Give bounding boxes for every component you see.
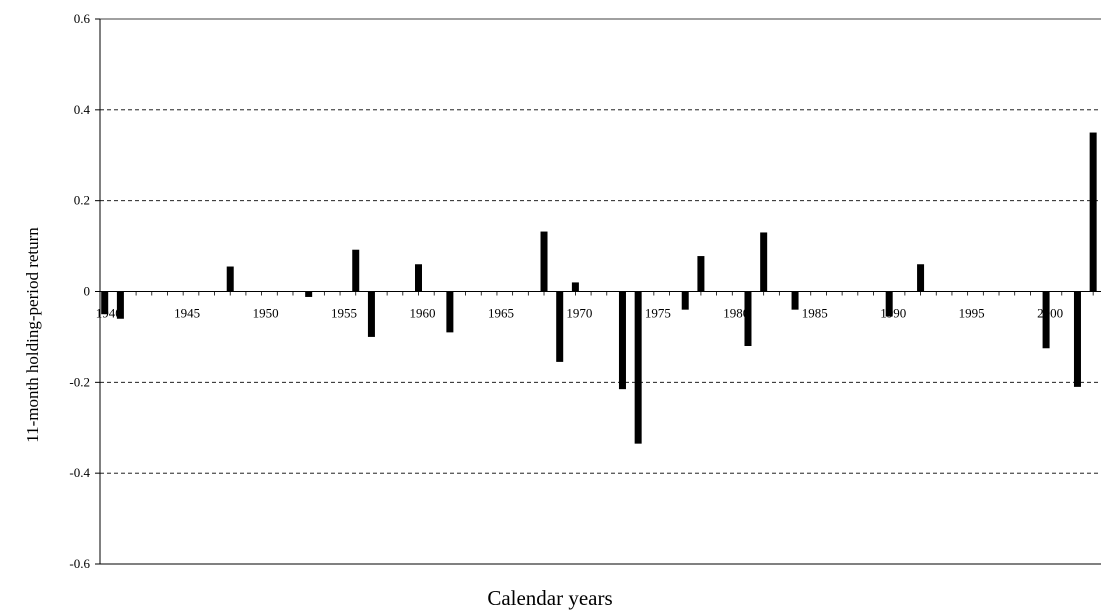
bar <box>885 291 893 317</box>
x-tick-label: 1985 <box>802 306 828 321</box>
x-tick-label: 1945 <box>174 306 200 321</box>
bar <box>1089 132 1097 292</box>
y-tick-label: 0 <box>84 284 91 299</box>
x-tick-label: 1980 <box>723 306 749 321</box>
bar <box>116 291 124 319</box>
bar <box>367 291 375 337</box>
bar <box>634 291 642 444</box>
x-tick-label: 1970 <box>566 306 592 321</box>
x-axis-title: Calendar years <box>487 586 612 610</box>
y-axis-title: 11-month holding-period return <box>23 227 42 443</box>
bar <box>744 291 752 346</box>
bar <box>791 291 799 310</box>
y-tick-label: -0.6 <box>69 556 90 571</box>
bar <box>917 264 925 292</box>
bar <box>571 282 579 292</box>
x-tick-label: 1950 <box>253 306 279 321</box>
bar <box>618 291 626 390</box>
y-tick-label: -0.4 <box>69 465 90 480</box>
bar <box>556 291 564 362</box>
x-tick-label: 1940 <box>96 306 122 321</box>
bar <box>540 231 548 292</box>
axes <box>95 18 1101 565</box>
x-tick-label: 1995 <box>959 306 985 321</box>
x-tick-label: 2000 <box>1037 306 1063 321</box>
x-tick-label: 1990 <box>880 306 906 321</box>
bar <box>415 264 422 292</box>
gridlines <box>100 18 1101 474</box>
x-tick-label: 1955 <box>331 306 357 321</box>
y-tick-label: 0.2 <box>74 193 90 208</box>
bar <box>1042 291 1050 349</box>
bar <box>352 249 360 292</box>
y-tick-label: -0.2 <box>69 374 90 389</box>
tick-labels: -0.6 -0.4 -0.2 0 0.2 0.4 0.6 1940 1945 1950 1955 19… <box>69 11 1063 571</box>
bar <box>1073 291 1081 387</box>
x-tick-label: 1960 <box>410 306 436 321</box>
bars <box>101 132 1097 444</box>
bar <box>760 232 768 292</box>
bar <box>226 266 234 292</box>
x-tick-label: 1965 <box>488 306 514 321</box>
bar <box>101 291 109 315</box>
bar <box>446 291 454 333</box>
bar <box>681 291 689 310</box>
x-tick-label: 1975 <box>645 306 671 321</box>
y-tick-label: 0.4 <box>74 102 91 117</box>
bar <box>697 256 705 292</box>
y-tick-label: 0.6 <box>74 11 91 26</box>
